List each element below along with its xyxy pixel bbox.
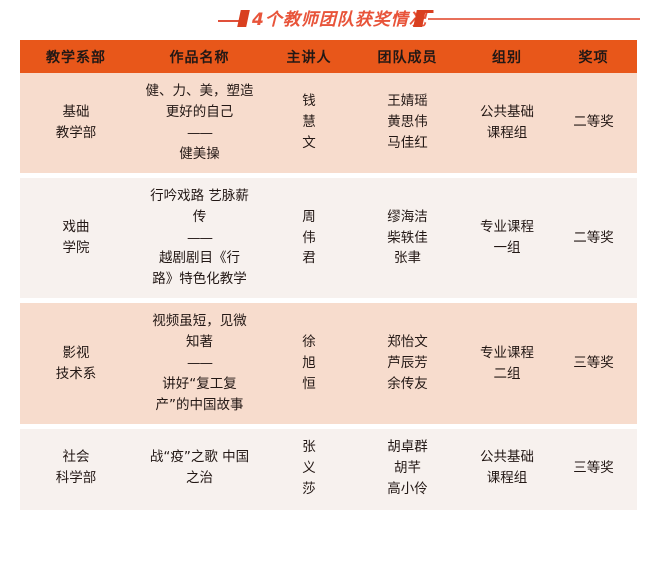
column-header-award: 奖项: [550, 40, 637, 73]
cell-lead: 张义莎: [267, 428, 351, 510]
cell-dept: 社会 科学部: [20, 428, 132, 510]
table-header: 教学系部 作品名称 主讲人 团队成员 组别 奖项: [20, 40, 637, 73]
row-separator: [20, 298, 637, 304]
cell-team: 王婧瑶 黄思伟 马佳红: [351, 73, 464, 173]
cell-work: 视频虽短，见微 知著 —— 讲好“复工复 产”的中国故事: [132, 303, 267, 424]
cell-group: 公共基础 课程组: [464, 73, 550, 173]
table-row: 戏曲 学院 行吟戏路 艺脉薪传 —— 越剧剧目《行 路》特色化教学周伟君缪海洁 柴轶佳 张聿专…: [20, 177, 637, 299]
cell-award: 二等奖: [550, 177, 637, 299]
row-separator: [20, 423, 637, 429]
cell-award: 二等奖: [550, 73, 637, 173]
cell-award: 三等奖: [550, 428, 637, 510]
award-table-container: 教学系部 作品名称 主讲人 团队成员 组别 奖项 基础 教学部 健、力、美，塑造 更好…: [20, 40, 637, 510]
banner-tick-left-icon: [237, 10, 250, 27]
column-header-team: 团队成员: [351, 40, 464, 73]
cell-work: 行吟戏路 艺脉薪传 —— 越剧剧目《行 路》特色化教学: [132, 177, 267, 299]
row-separator: [20, 172, 637, 178]
banner-rule-right: [428, 18, 640, 20]
cell-group: 专业课程 一组: [464, 177, 550, 299]
table-row: 影视 技术系 视频虽短，见微 知著 —— 讲好“复工复 产”的中国故事徐旭恒郑怡文 芦辰芳 余传…: [20, 303, 637, 424]
award-table: 教学系部 作品名称 主讲人 团队成员 组别 奖项 基础 教学部 健、力、美，塑造 更好…: [20, 40, 637, 510]
table-body: 基础 教学部 健、力、美，塑造 更好的自己 —— 健美操钱慧文王婧瑶 黄思伟 马佳红 公共基础课…: [20, 73, 637, 510]
column-header-group: 组别: [464, 40, 550, 73]
cell-work: 健、力、美，塑造 更好的自己 —— 健美操: [132, 73, 267, 173]
title-banner: 4个教师团队获奖情况: [0, 0, 650, 38]
cell-lead: 钱慧文: [267, 73, 351, 173]
cell-lead: 徐旭恒: [267, 303, 351, 424]
cell-dept: 基础 教学部: [20, 73, 132, 173]
table-row: 基础 教学部 健、力、美，塑造 更好的自己 —— 健美操钱慧文王婧瑶 黄思伟 马佳红 公共基础课…: [20, 73, 637, 173]
cell-group: 专业课程 二组: [464, 303, 550, 424]
cell-team: 郑怡文 芦辰芳 余传友: [351, 303, 464, 424]
cell-team: 缪海洁 柴轶佳 张聿: [351, 177, 464, 299]
column-header-work: 作品名称: [132, 40, 267, 73]
cell-work: 战“疫”之歌 中国 之治: [132, 428, 267, 510]
banner-rule-left: [218, 20, 240, 22]
cell-dept: 戏曲 学院: [20, 177, 132, 299]
cell-team: 胡卓群 胡芊 高小伶: [351, 428, 464, 510]
column-header-dept: 教学系部: [20, 40, 132, 73]
cell-award: 三等奖: [550, 303, 637, 424]
table-header-row: 教学系部 作品名称 主讲人 团队成员 组别 奖项: [20, 40, 637, 73]
cell-group: 公共基础 课程组: [464, 428, 550, 510]
cell-dept: 影视 技术系: [20, 303, 132, 424]
page-title: 4个教师团队获奖情况: [252, 10, 427, 30]
cell-lead: 周伟君: [267, 177, 351, 299]
table-row: 社会 科学部 战“疫”之歌 中国 之治张义莎胡卓群 胡芊 高小伶 公共基础 课程组 三等奖: [20, 428, 637, 510]
column-header-lead: 主讲人: [267, 40, 351, 73]
